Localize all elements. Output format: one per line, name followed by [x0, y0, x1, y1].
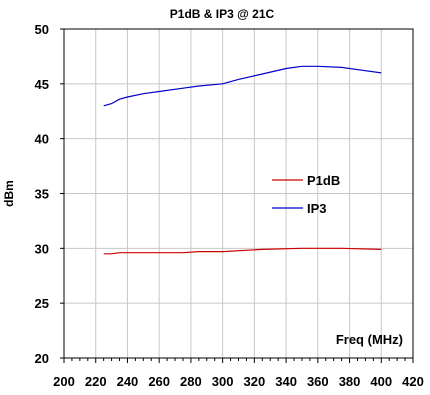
x-tick-label: 400 — [370, 374, 392, 389]
y-tick-label: 35 — [35, 187, 49, 202]
chart-title: P1dB & IP3 @ 21C — [170, 7, 275, 21]
x-tick-label: 200 — [53, 374, 75, 389]
x-tick-label: 240 — [117, 374, 139, 389]
ticks-group: 200 220 240 260 280 300 320 340 360 380 400 420 20 25… — [35, 22, 424, 389]
y-tick-label: 40 — [35, 132, 49, 147]
y-axis-label: dBm — [2, 180, 16, 207]
legend-label-p1db: P1dB — [307, 173, 340, 188]
x-tick-label: 220 — [85, 374, 107, 389]
series-line-p1db — [103, 247, 382, 255]
x-tick-label: 380 — [339, 374, 361, 389]
y-tick-label: 20 — [35, 351, 49, 366]
y-tick-label: 50 — [35, 22, 49, 37]
y-tick-label: 45 — [35, 77, 49, 92]
x-tick-label: 360 — [307, 374, 329, 389]
legend-label-ip3: IP3 — [307, 201, 327, 216]
grid — [64, 29, 413, 358]
x-tick-label: 320 — [244, 374, 266, 389]
x-tick-label: 260 — [148, 374, 170, 389]
x-tick-label: 420 — [402, 374, 424, 389]
series-line-ip3 — [103, 65, 382, 107]
series-group — [103, 65, 382, 255]
freq-annotation: Freq (MHz) — [336, 332, 403, 347]
legend: P1dB IP3 — [272, 173, 340, 216]
x-tick-label: 340 — [275, 374, 297, 389]
x-tick-label: 280 — [180, 374, 202, 389]
y-tick-label: 25 — [35, 296, 49, 311]
y-tick-label: 30 — [35, 241, 49, 256]
x-tick-label: 300 — [212, 374, 234, 389]
